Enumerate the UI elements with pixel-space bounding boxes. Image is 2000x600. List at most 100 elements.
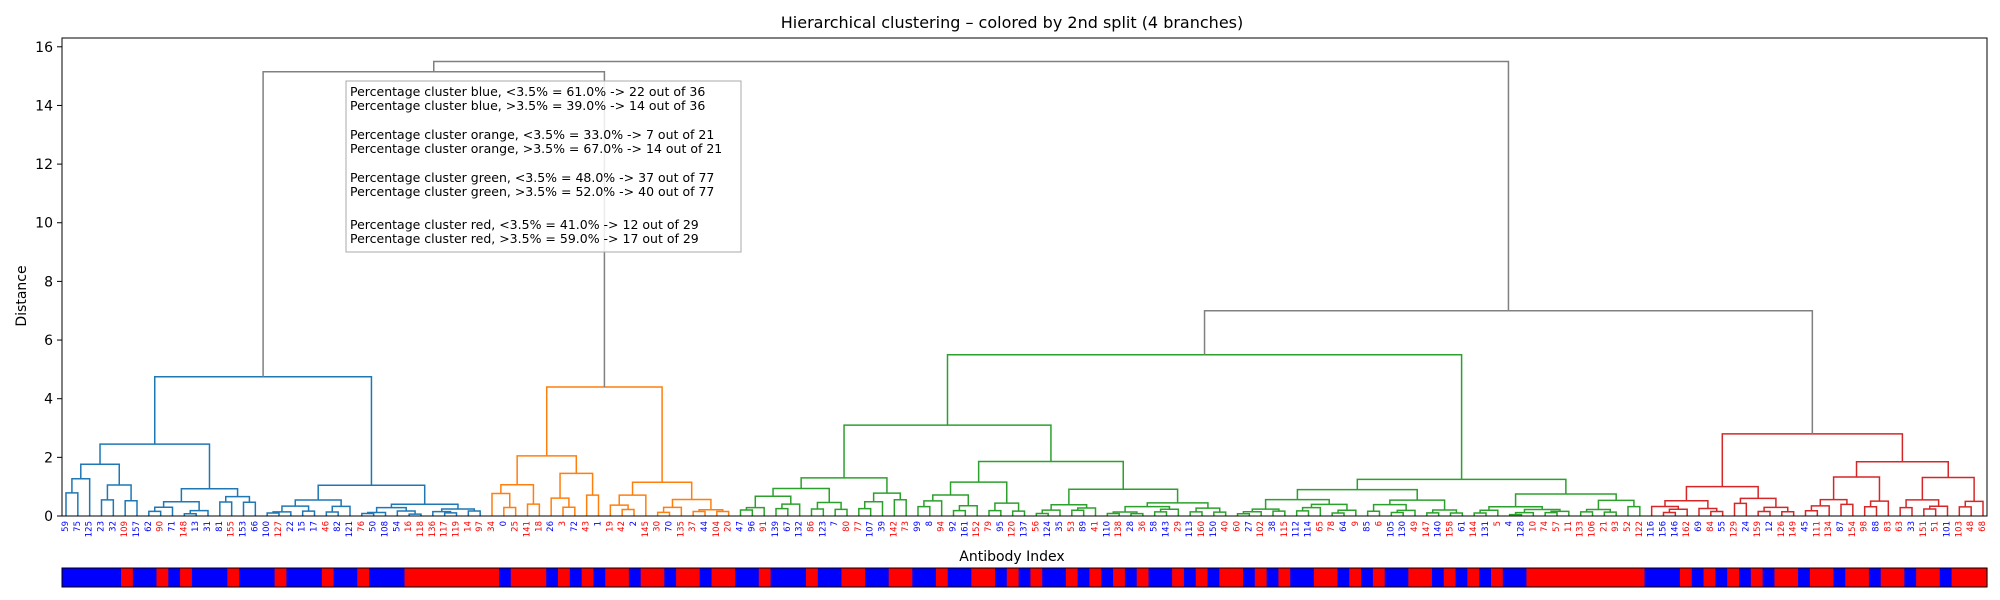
dendrogram-link (317, 484, 426, 505)
leaf-label: 32 (108, 521, 118, 532)
leaf-label: 82 (333, 521, 343, 532)
strip-cell (1892, 568, 1905, 587)
strip-cell (558, 568, 571, 587)
leaf-label: 67 (783, 521, 793, 532)
dendrogram-link (281, 505, 310, 512)
leaf-label: 103 (1954, 521, 1964, 537)
strip-cell (1431, 568, 1445, 587)
dendrogram-link (1544, 511, 1558, 516)
leaf-label: 20 (724, 521, 734, 532)
leaf-label: 84 (1706, 521, 1716, 532)
leaf-label: 73 (901, 521, 911, 532)
dendrogram-link (1627, 505, 1641, 516)
leaf-label: 123 (818, 521, 828, 537)
strip-cell (1455, 568, 1468, 587)
y-tick-label: 0 (44, 509, 53, 525)
strip-cell (593, 568, 606, 587)
dendrogram-link (180, 487, 239, 502)
dendrogram-link (692, 510, 706, 516)
leaf-label: 78 (1327, 521, 1337, 532)
strip-cell (439, 568, 453, 587)
strip-cell (853, 568, 866, 587)
dendrogram-link (1923, 508, 1937, 516)
strip-cell (1561, 568, 1575, 587)
leaf-label: 79 (984, 521, 994, 532)
strip-cell (1313, 568, 1327, 587)
dendrogram-link (1146, 502, 1209, 509)
dendrogram-link (1159, 508, 1180, 516)
strip-cell (1656, 568, 1669, 587)
leaf-label: 129 (1730, 521, 1740, 537)
dendrogram-link (1579, 511, 1594, 516)
annotation-box: Percentage cluster blue, <3.5% = 61.0% -… (345, 80, 742, 253)
leaf-label: 30 (653, 521, 663, 532)
leaf-label: 35 (1055, 521, 1065, 532)
strip-cell (168, 568, 181, 587)
y-tick-label: 8 (44, 274, 53, 290)
dendrogram-link (219, 501, 233, 516)
leaf-label: 29 (1173, 521, 1183, 532)
dendrogram-link (1685, 485, 1759, 501)
strip-cell (1231, 568, 1244, 587)
dendrogram-link (432, 510, 452, 516)
dendrogram-link (1011, 510, 1026, 516)
leaf-label: 25 (511, 521, 521, 532)
strip-cell (1585, 568, 1598, 587)
leaf-label: 57 (1552, 521, 1562, 532)
leaf-label: 119 (452, 521, 462, 537)
leaf-label: 13 (191, 521, 201, 532)
leaf-label: 33 (1907, 521, 1917, 532)
strip-cell (1242, 568, 1256, 587)
strip-cell (935, 568, 949, 587)
y-axis-ticks: 0 2 4 6 8 10 12 14 16 (35, 40, 62, 525)
strip-cell (1514, 568, 1528, 587)
dendrogram-link (949, 481, 1008, 504)
leaf-label: 111 (1812, 521, 1822, 537)
strip-cell (534, 568, 547, 587)
dendrogram-link (1662, 511, 1677, 516)
leaf-label: 74 (1540, 521, 1550, 532)
y-axis-label: Distance (14, 265, 30, 326)
strip-cell (617, 568, 630, 587)
strip-cell (428, 568, 441, 587)
strip-cell (865, 568, 878, 587)
strip-cell (144, 568, 158, 587)
strip-cell (310, 568, 323, 587)
leaf-label: 75 (73, 521, 83, 532)
leaf-label: 60 (1233, 521, 1243, 532)
leaf-label: 23 (97, 521, 107, 532)
strip-cell (1054, 568, 1067, 587)
strip-cell (1207, 568, 1220, 587)
strip-cell (203, 568, 217, 587)
leaf-label: 31 (203, 521, 213, 532)
strip-cell (947, 568, 961, 587)
dendrogram-link (124, 500, 138, 516)
dendrogram-link (1473, 512, 1487, 516)
dendrogram-link (1112, 511, 1138, 514)
strip-cell (806, 568, 819, 587)
dendrogram-link (562, 506, 576, 516)
strip-cell (1668, 568, 1681, 587)
strip-cell (735, 568, 748, 587)
strip-cell (1845, 568, 1858, 587)
strip-cell (1526, 568, 1539, 587)
leaf-label: 24 (1741, 521, 1751, 532)
leaf-label: 162 (1682, 521, 1692, 537)
strip-cell (250, 568, 264, 587)
leaf-label: 142 (889, 521, 899, 537)
strip-cell (239, 568, 252, 587)
dendrogram-link (331, 505, 351, 516)
leaf-label: 85 (1363, 521, 1373, 532)
strip-cell (1384, 568, 1398, 587)
dendrogram-link (585, 494, 600, 516)
strip-cell (1750, 568, 1764, 587)
leaf-label: 146 (1670, 521, 1680, 537)
leaf-label: 161 (960, 521, 970, 537)
dendrogram-link (1242, 510, 1262, 516)
leaf-label: 62 (144, 521, 154, 532)
dendrogram-link (671, 498, 712, 510)
strip-cell (62, 568, 75, 587)
dendrogram-link (71, 478, 91, 516)
leaf-label: 95 (996, 521, 1006, 532)
leaf-label: 76 (357, 521, 367, 532)
